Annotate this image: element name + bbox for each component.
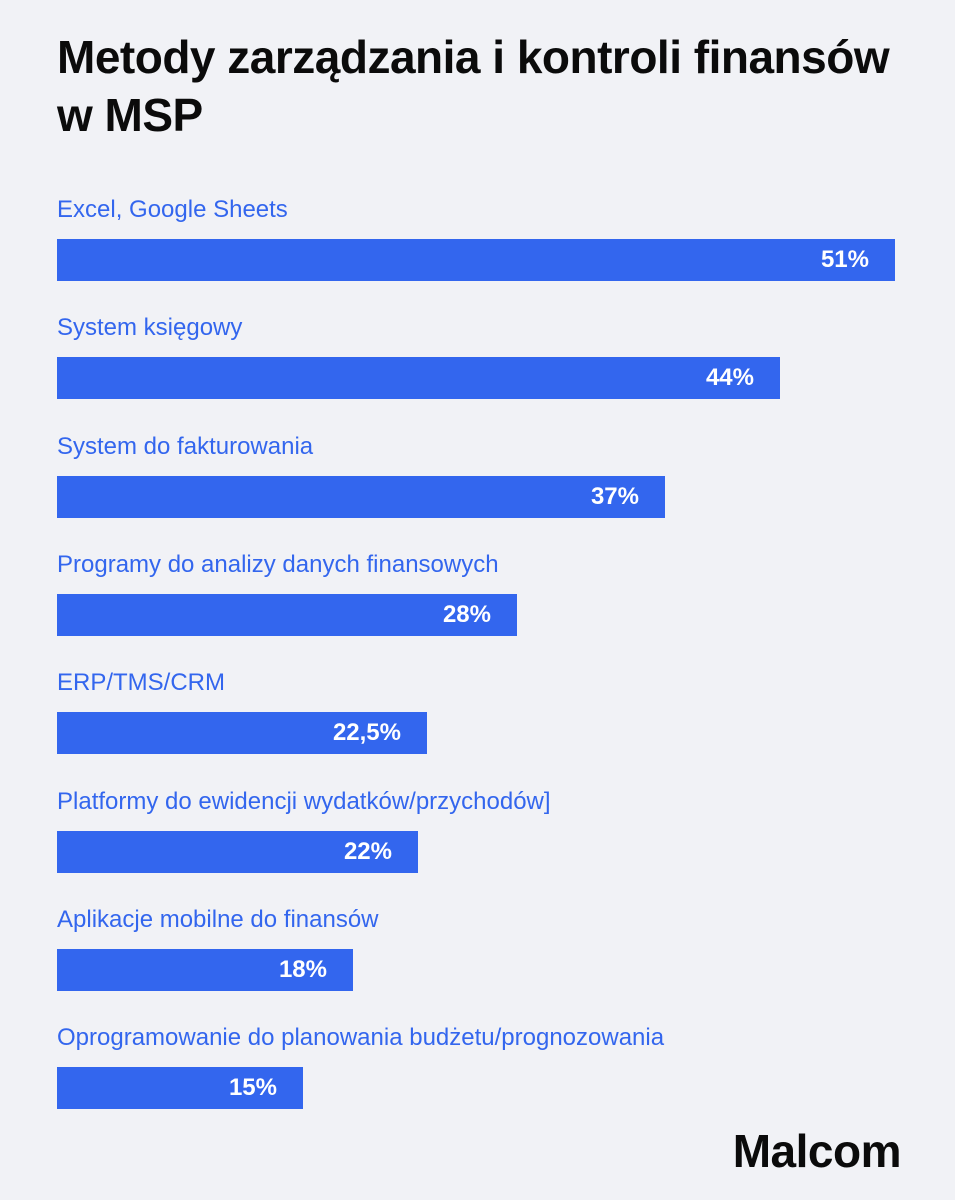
category-label: ERP/TMS/CRM — [57, 669, 225, 697]
category-label: Programy do analizy danych finansowych — [57, 550, 499, 578]
category-label: System księgowy — [57, 314, 243, 342]
bar-value-label: 22,5% — [332, 719, 401, 747]
bar-value-label: 51% — [820, 246, 869, 273]
bar-value-label: 28% — [442, 600, 491, 628]
bar-value-label: 22% — [343, 837, 392, 865]
bar-value-label: 15% — [228, 1074, 277, 1102]
bar-value-label: 44% — [705, 364, 754, 392]
bar: 37% — [57, 475, 665, 518]
bar: 51% — [57, 239, 895, 281]
category-label: Platformy do ewidencji wydatków/przychod… — [57, 787, 551, 815]
bar: 15% — [57, 1067, 303, 1110]
category-label: Excel, Google Sheets — [57, 196, 288, 223]
malcom-logo: Malcom — [732, 1125, 902, 1177]
bar: 18% — [57, 948, 353, 991]
bar: 28% — [57, 593, 517, 636]
category-label: System do fakturowania — [57, 432, 314, 460]
bar: 44% — [57, 357, 780, 400]
bar-value-label: 37% — [590, 482, 639, 510]
chart-title: Metody zarządzania i kontroli finansów w… — [57, 31, 890, 141]
bar-value-label: 18% — [278, 955, 327, 983]
category-label: Aplikacje mobilne do finansów — [57, 905, 379, 933]
bar: 22,5% — [57, 712, 427, 755]
bar: 22% — [57, 830, 418, 873]
category-label: Oprogramowanie do planowania budżetu/pro… — [57, 1024, 665, 1052]
